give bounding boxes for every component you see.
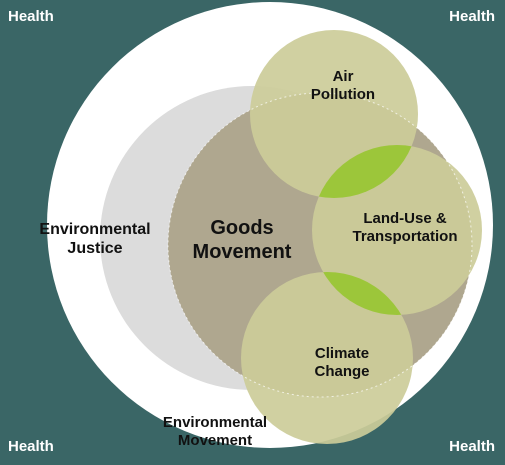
climate-change-circle [241, 272, 413, 444]
goods-movement-line-2: Movement [192, 241, 292, 263]
environmental-justice-line-1: Environmental [39, 221, 151, 238]
corner-health-top-left: Health [8, 8, 54, 25]
land-use-label: Land-Use & Transportation [340, 210, 470, 246]
corner-health-bottom-right: Health [449, 438, 495, 455]
air-pollution-line-2: Pollution [310, 86, 376, 103]
overlap-air-landuse [312, 145, 418, 198]
corner-health-top-right: Health [449, 8, 495, 25]
goods-dashed-outline [167, 92, 473, 398]
air-pollution-label: Air Pollution [290, 68, 396, 104]
air-pollution-line-1: Air [332, 68, 354, 85]
land-use-line-2: Transportation [352, 228, 458, 245]
goods-movement-line-1: Goods [210, 217, 274, 239]
goods-movement-label: Goods Movement [172, 216, 312, 264]
land-use-line-1: Land-Use & [363, 210, 447, 227]
environmental-movement-line-2: Movement [177, 432, 253, 449]
environmental-justice-line-2: Justice [67, 240, 123, 258]
climate-change-label: Climate Change [288, 345, 396, 381]
environmental-movement-line-1: Environmental [162, 414, 268, 431]
environmental-movement-label: Environmental Movement [150, 414, 280, 450]
corner-health-bottom-left: Health [8, 438, 54, 455]
climate-change-line-1: Climate [314, 345, 370, 362]
environmental-justice-label: Environmental Justice [28, 220, 162, 258]
climate-change-line-2: Change [314, 363, 370, 380]
